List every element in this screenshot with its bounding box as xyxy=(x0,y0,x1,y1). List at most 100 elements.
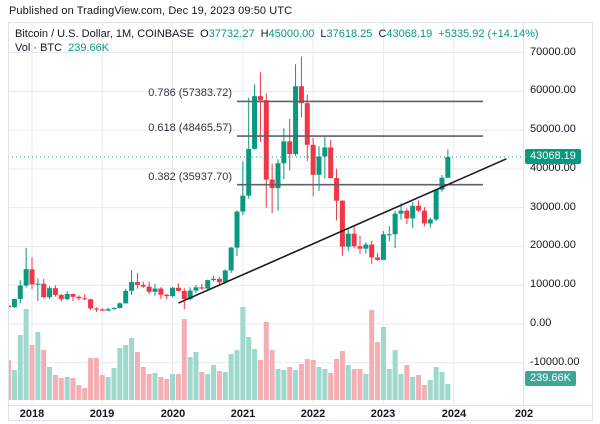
y-axis-label: 0.00 xyxy=(530,317,552,329)
candle-body xyxy=(445,156,451,178)
volume-bar xyxy=(433,367,439,400)
candle-body xyxy=(275,163,281,189)
candle-body xyxy=(310,144,316,175)
volume-bar xyxy=(11,370,17,400)
candle-body xyxy=(123,290,129,304)
volume-bar xyxy=(8,360,12,400)
candle-body xyxy=(76,296,82,299)
candle-body xyxy=(375,257,381,260)
volume-bar xyxy=(99,375,105,400)
candle-body xyxy=(140,284,146,287)
legend-symbol[interactable]: Bitcoin / U.S. Dollar, 1M, COINBASE xyxy=(15,28,195,40)
legend-close-value: 43068.19 xyxy=(386,28,433,40)
candle-body xyxy=(433,189,439,220)
candle-body xyxy=(82,298,88,300)
volume-bar xyxy=(375,342,381,400)
legend-low-value: 37618.25 xyxy=(326,28,373,40)
x-axis-label: 2022 xyxy=(300,408,326,420)
volume-bar xyxy=(410,377,416,400)
candle-body xyxy=(93,308,99,310)
volume-bar xyxy=(76,385,82,400)
candle-body xyxy=(70,294,76,297)
chart-legend: Bitcoin / U.S. Dollar, 1M, COINBASE O3773… xyxy=(15,27,539,55)
legend-volume-label[interactable]: Vol · BTC xyxy=(15,42,63,54)
fib-label-0786[interactable]: 0.786 (57383.72) xyxy=(148,87,232,99)
published-line: Published on TradingView.com, Dec 19, 20… xyxy=(9,5,293,17)
volume-bar xyxy=(351,369,357,400)
y-axis-label: 20000.00 xyxy=(530,239,576,251)
volume-bar xyxy=(111,368,117,400)
volume-bar xyxy=(281,370,287,400)
candle-body xyxy=(287,141,293,155)
candle-body xyxy=(64,294,70,300)
volume-bar xyxy=(105,377,111,400)
candle-body xyxy=(35,283,41,285)
candle-body xyxy=(257,96,263,101)
volume-bar xyxy=(93,358,99,400)
candle-body xyxy=(211,278,217,281)
volume-bar xyxy=(193,352,199,400)
legend-change: +5335.92 (+14.14%) xyxy=(438,28,539,40)
candle-body xyxy=(298,86,304,104)
volume-bar xyxy=(269,350,275,400)
volume-bar xyxy=(52,375,58,400)
candle-body xyxy=(392,213,398,235)
candle-body xyxy=(222,270,228,283)
candle-body xyxy=(357,246,363,249)
candle-body xyxy=(404,210,410,219)
fib-label-0618[interactable]: 0.618 (48465.57) xyxy=(148,122,232,134)
volume-bar xyxy=(199,372,205,400)
volume-bar xyxy=(287,367,293,400)
volume-bar xyxy=(170,374,176,400)
candle-body xyxy=(99,309,105,311)
candle-body xyxy=(269,179,275,189)
candle-body xyxy=(58,294,64,300)
candle-body xyxy=(146,286,152,292)
candle-body xyxy=(105,309,111,311)
volume-bar xyxy=(146,374,152,400)
candle-body xyxy=(187,290,193,300)
candle-body xyxy=(158,288,164,295)
candle-body xyxy=(181,290,187,300)
volume-bar xyxy=(240,307,246,400)
candle-body xyxy=(47,288,53,298)
candle-body xyxy=(316,156,322,175)
x-axis-label: 2023 xyxy=(370,408,396,420)
volume-bar xyxy=(64,377,70,400)
price-axis-separator xyxy=(523,22,524,405)
volume-pane xyxy=(8,307,451,400)
volume-bar xyxy=(404,365,410,400)
time-axis-separator xyxy=(8,405,593,406)
candle-body xyxy=(111,308,117,310)
volume-bar xyxy=(82,388,88,400)
legend-open-label: O xyxy=(200,28,209,40)
volume-bar xyxy=(263,322,269,400)
candle-body xyxy=(117,303,123,309)
candle-body xyxy=(416,205,422,211)
candle-body xyxy=(205,280,211,289)
candle-body xyxy=(17,285,23,299)
volume-bar xyxy=(175,374,181,400)
volume-bar xyxy=(369,310,375,400)
candle-body xyxy=(380,234,386,260)
volume-bar xyxy=(228,354,234,400)
volume-bar xyxy=(205,374,211,400)
candle-body xyxy=(421,210,427,224)
x-axis-label: 2020 xyxy=(160,408,186,420)
candle-body xyxy=(386,234,392,236)
volume-bar xyxy=(158,377,164,400)
candle-body xyxy=(322,147,328,157)
candle-body xyxy=(134,282,140,285)
candle-body xyxy=(263,100,269,180)
y-axis-label: 10000.00 xyxy=(530,278,576,290)
volume-bar xyxy=(222,372,228,400)
trend-line[interactable] xyxy=(178,158,507,304)
volume-bar xyxy=(416,375,422,400)
volume-bar xyxy=(275,369,281,400)
volume-bar xyxy=(334,359,340,400)
volume-bar xyxy=(439,372,445,400)
y-axis-label: 70000.00 xyxy=(530,46,576,58)
fib-label-0382[interactable]: 0.382 (35937.70) xyxy=(148,171,232,183)
legend-high-label: H xyxy=(260,28,269,40)
